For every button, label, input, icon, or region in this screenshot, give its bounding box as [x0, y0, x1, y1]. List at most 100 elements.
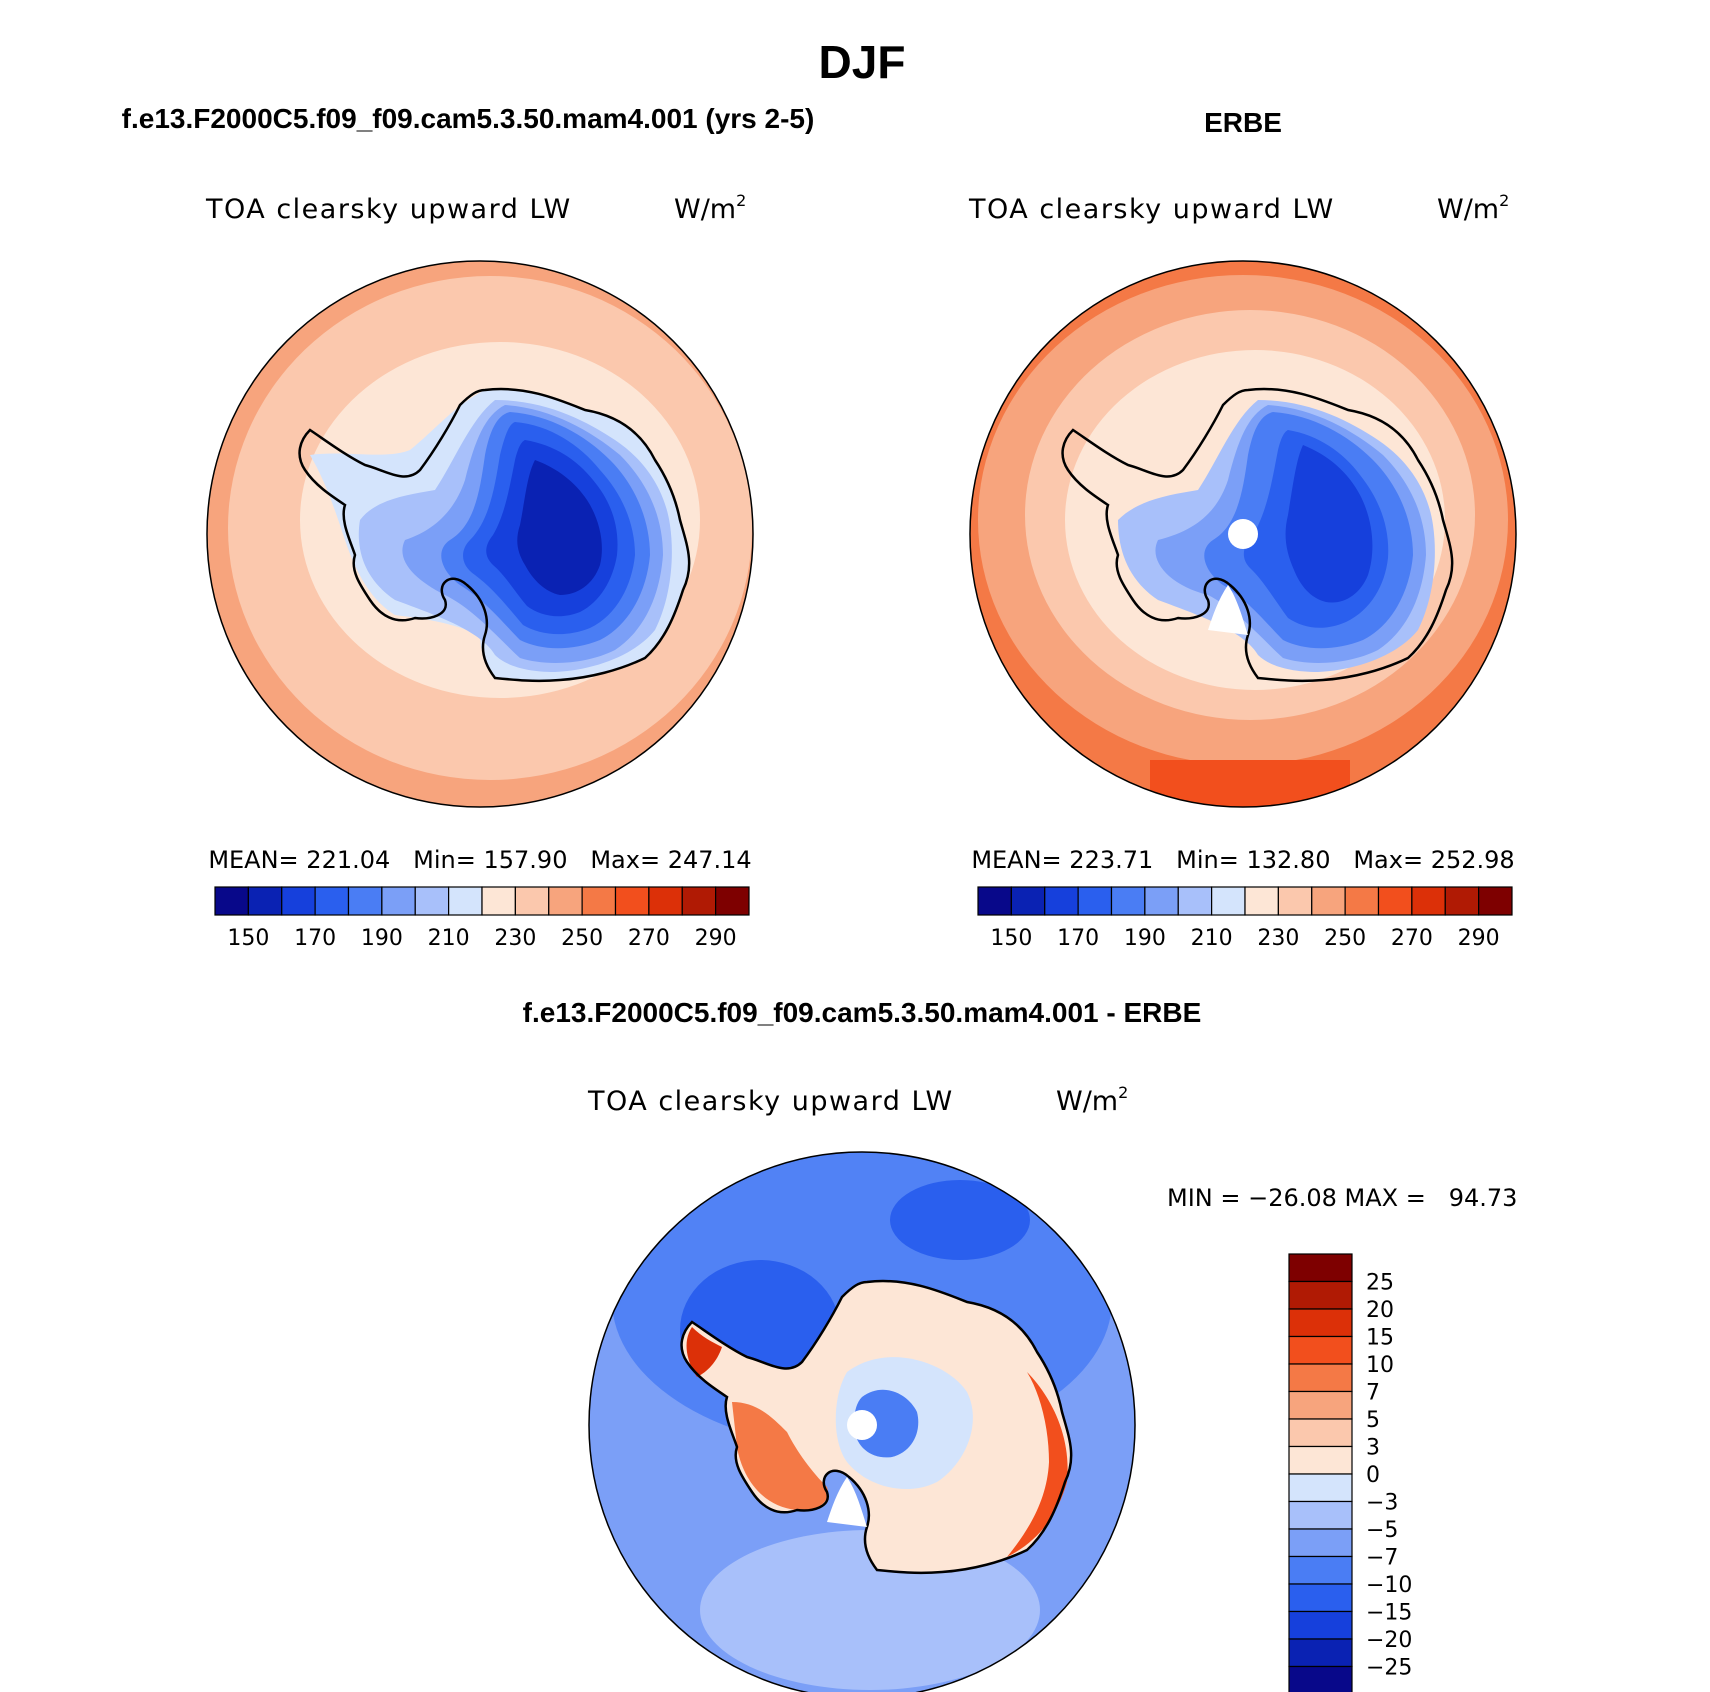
colorbar-swatch — [247, 886, 283, 916]
panel-obs-map-border — [969, 260, 1517, 808]
colorbar-swatch — [1411, 886, 1446, 916]
panel-diff: f.e13.F2000C5.f09_f09.cam5.3.50.mam4.001… — [523, 997, 1517, 1692]
panel-model-units-base: W/m — [674, 194, 736, 225]
panel-diff-map-border — [588, 1151, 1136, 1692]
colorbar-swatch — [1311, 886, 1346, 916]
colorbar-swatch — [1288, 1335, 1353, 1365]
colorbar-tick-label: 5 — [1366, 1408, 1380, 1433]
colorbar-swatch — [977, 886, 1012, 916]
panel-obs-stats: MEAN= 223.71 Min= 132.80 Max= 252.98 — [971, 846, 1514, 874]
colorbar-tick-label: 250 — [561, 926, 603, 951]
panel-model-variable: TOA clearsky upward LW — [205, 194, 572, 225]
panel-model: f.e13.F2000C5.f09_f09.cam5.3.50.mam4.001… — [122, 103, 815, 951]
colorbar-swatch — [481, 886, 516, 916]
panel-diff-units: W/m2 — [1056, 1083, 1128, 1117]
colorbar-swatch — [1288, 1500, 1353, 1530]
colorbar-swatch — [581, 886, 617, 916]
colorbar-tick-label: 210 — [428, 926, 470, 951]
colorbar-swatch — [715, 886, 750, 916]
colorbar-swatch — [347, 886, 383, 916]
colorbar-swatch — [648, 886, 683, 916]
panel-diff-map — [589, 1152, 1135, 1692]
panel-model-map — [207, 261, 753, 807]
colorbar-tick-label: 20 — [1366, 1298, 1394, 1323]
panel-model-units: W/m2 — [674, 191, 746, 225]
colorbar-swatch — [1288, 1280, 1353, 1310]
panel-obs: ERBE TOA clearsky upward LW W/m2 MEAN= 2 — [968, 107, 1517, 951]
colorbar-swatch — [281, 886, 316, 916]
colorbar-swatch — [1177, 886, 1213, 916]
figure-title: DJF — [819, 36, 906, 88]
colorbar-swatch — [448, 886, 483, 916]
colorbar-tick-label: 270 — [628, 926, 670, 951]
colorbar-tick-label: 3 — [1366, 1436, 1380, 1461]
panel-diff-heading: f.e13.F2000C5.f09_f09.cam5.3.50.mam4.001… — [523, 997, 1202, 1028]
colorbar-swatch — [1288, 1665, 1353, 1692]
colorbar-tick-label: 290 — [1458, 926, 1500, 951]
panel-obs-units-base: W/m — [1437, 194, 1499, 225]
colorbar-tick-label: 290 — [695, 926, 737, 951]
panel-diff-units-base: W/m — [1056, 1086, 1118, 1117]
colorbar-tick-label: 0 — [1366, 1463, 1380, 1488]
colorbar-tick-label: 10 — [1366, 1353, 1394, 1378]
colorbar-swatch — [1288, 1363, 1353, 1393]
panel-obs-colorbar: 150 170 190 210 230 250 270 290 — [977, 886, 1513, 951]
colorbar-swatch — [1077, 886, 1113, 916]
panel-obs-map — [970, 261, 1516, 807]
panel-model-map-border — [206, 260, 754, 808]
colorbar-tick-label: 170 — [1057, 926, 1099, 951]
colorbar-tick-label: 15 — [1366, 1326, 1394, 1351]
colorbar-tick-label: 210 — [1191, 926, 1233, 951]
colorbar-swatch — [614, 886, 650, 916]
colorbar-swatch — [1288, 1555, 1353, 1585]
panel-model-heading: f.e13.F2000C5.f09_f09.cam5.3.50.mam4.001… — [122, 103, 815, 134]
colorbar-swatch — [1288, 1583, 1353, 1613]
colorbar-tick-label: −7 — [1366, 1546, 1398, 1571]
colorbar-tick-label: 7 — [1366, 1381, 1380, 1406]
colorbar-swatch — [1288, 1638, 1353, 1668]
colorbar-tick-label: 230 — [494, 926, 536, 951]
panel-model-stats: MEAN= 221.04 Min= 157.90 Max= 247.14 — [208, 846, 751, 874]
colorbar-swatch — [1444, 886, 1480, 916]
colorbar-swatch — [1211, 886, 1246, 916]
colorbar-swatch — [548, 886, 583, 916]
colorbar-swatch — [414, 886, 450, 916]
colorbar-tick-label: −20 — [1366, 1628, 1412, 1653]
panel-diff-variable: TOA clearsky upward LW — [587, 1086, 954, 1117]
colorbar-swatch — [1277, 886, 1313, 916]
panel-obs-heading: ERBE — [1204, 107, 1282, 138]
colorbar-tick-label: −25 — [1366, 1656, 1412, 1681]
colorbar-swatch — [1288, 1610, 1353, 1640]
colorbar-tick-label: 190 — [361, 926, 403, 951]
colorbar-swatch — [314, 886, 350, 916]
panel-diff-pole-gap — [847, 1410, 877, 1440]
colorbar-swatch — [1288, 1473, 1353, 1503]
colorbar-swatch — [1110, 886, 1146, 916]
panel-diff-stats: MIN = −26.08 MAX = 94.73 — [1167, 1184, 1517, 1212]
colorbar-swatch — [514, 886, 550, 916]
colorbar-swatch — [1044, 886, 1079, 916]
colorbar-tick-label: 170 — [294, 926, 336, 951]
colorbar-tick-label: −15 — [1366, 1601, 1412, 1626]
colorbar-swatch — [1288, 1528, 1353, 1558]
colorbar-swatch — [1377, 886, 1413, 916]
colorbar-tick-label: 150 — [990, 926, 1032, 951]
colorbar-swatch — [1288, 1445, 1353, 1475]
colorbar-tick-label: 270 — [1391, 926, 1433, 951]
panel-obs-units: W/m2 — [1437, 191, 1509, 225]
colorbar-swatch — [1288, 1418, 1353, 1448]
colorbar-tick-label: 25 — [1366, 1271, 1394, 1296]
panel-model-colorbar: 150 170 190 210 230 250 270 290 — [214, 886, 750, 951]
colorbar-tick-label: 190 — [1124, 926, 1166, 951]
colorbar-swatch — [381, 886, 416, 916]
colorbar-swatch — [1010, 886, 1046, 916]
panel-model-units-sup: 2 — [736, 191, 746, 210]
colorbar-swatch — [1288, 1253, 1353, 1283]
colorbar-swatch — [1344, 886, 1380, 916]
colorbar-swatch — [1288, 1308, 1353, 1338]
colorbar-tick-label: 250 — [1324, 926, 1366, 951]
colorbar-swatch — [1244, 886, 1279, 916]
colorbar-swatch — [214, 886, 249, 916]
